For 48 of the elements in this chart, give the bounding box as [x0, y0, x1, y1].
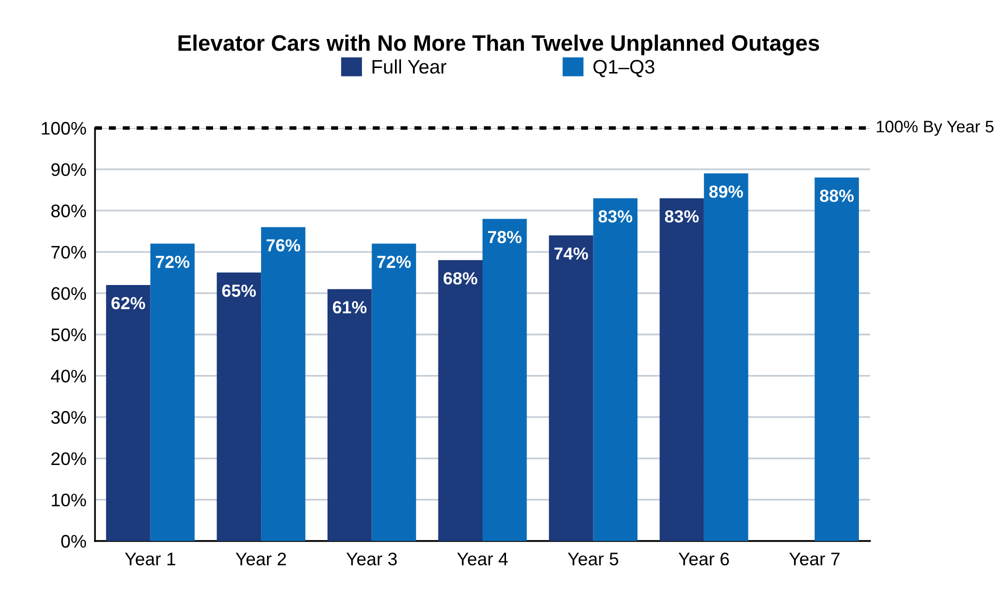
x-tick-label: Year 7 — [789, 552, 840, 566]
data-label: 89% — [709, 185, 743, 198]
data-label: 83% — [598, 210, 632, 223]
y-tick-label: 40% — [50, 370, 86, 383]
bar — [660, 198, 704, 541]
bar — [372, 244, 416, 541]
y-tick-label: 0% — [61, 534, 86, 548]
bar — [216, 272, 262, 541]
data-label: 61% — [332, 301, 367, 314]
x-tick-label: Year 1 — [124, 552, 176, 566]
bar — [438, 260, 482, 541]
y-tick-label: 60% — [51, 287, 86, 300]
data-label: 76% — [266, 239, 300, 252]
ref-line-label: 100% By Year 5 — [876, 120, 994, 136]
x-tick-label: Year 3 — [346, 552, 397, 566]
bar — [704, 173, 748, 541]
bar — [814, 178, 859, 541]
legend-label: Full Year — [372, 59, 446, 74]
y-tick-label: 20% — [51, 452, 86, 466]
data-label: 72% — [377, 256, 411, 268]
chart-title: Elevator Cars with No More Than Twelve Unplanned Outages — [178, 34, 820, 56]
data-label: 65% — [222, 284, 256, 297]
x-tick-label: Year 6 — [678, 552, 729, 566]
y-tick-label: 90% — [51, 163, 86, 176]
bar — [593, 198, 638, 541]
x-tick-label: Year 4 — [457, 552, 508, 566]
y-tick-label: 70% — [51, 246, 86, 259]
y-tick-label: 30% — [51, 411, 86, 424]
data-label: 74% — [554, 247, 588, 260]
bar — [328, 289, 372, 541]
bar — [482, 218, 527, 541]
bar — [261, 227, 306, 541]
data-label: 88% — [820, 190, 854, 202]
data-label: 68% — [444, 272, 478, 285]
y-tick-label: 100% — [42, 122, 86, 135]
x-tick-label: Year 2 — [236, 552, 286, 566]
data-label: 78% — [488, 230, 522, 244]
bar — [106, 284, 150, 541]
data-label: 83% — [664, 210, 699, 223]
bar — [150, 244, 195, 541]
data-label: 72% — [156, 256, 190, 268]
x-tick-label: Year 5 — [568, 552, 618, 566]
y-tick-label: 80% — [51, 204, 86, 218]
bar — [548, 235, 594, 541]
data-label: 62% — [111, 296, 146, 310]
legend-label: Q1–Q3 — [593, 60, 654, 78]
y-tick-label: 10% — [52, 494, 86, 506]
y-tick-label: 50% — [51, 328, 86, 342]
